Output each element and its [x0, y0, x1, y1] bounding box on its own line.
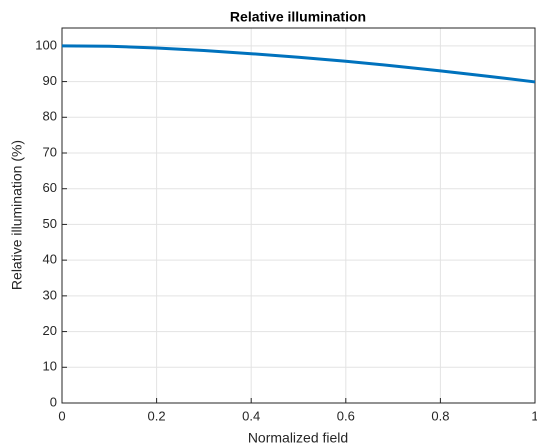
x-tick-label: 0.2 [148, 408, 166, 423]
x-tick-label: 0.6 [337, 408, 355, 423]
x-tick-label: 0 [58, 408, 65, 423]
y-tick-label: 10 [43, 359, 57, 374]
y-tick-label: 90 [43, 73, 57, 88]
y-tick-label: 80 [43, 109, 57, 124]
y-tick-label: 20 [43, 323, 57, 338]
x-axis-label: Normalized field [248, 430, 348, 446]
y-tick-label: 60 [43, 180, 57, 195]
line [61, 44, 536, 84]
chart-title: Relative illumination [230, 9, 366, 25]
y-tick-label: 50 [43, 216, 57, 231]
y-tick-label: 70 [43, 144, 57, 159]
x-tick-label: 1 [531, 408, 537, 423]
axes-box [61, 27, 536, 404]
y-tick-label: 30 [43, 287, 57, 302]
x-tick-label: 0.8 [431, 408, 449, 423]
x-tick-label: 0.4 [242, 408, 260, 423]
y-tick-label: 0 [50, 394, 57, 409]
y-tick-label: 40 [43, 252, 57, 267]
y-tick-label: 100 [35, 37, 57, 52]
y-axis-label: Relative illumination (%) [9, 140, 25, 290]
